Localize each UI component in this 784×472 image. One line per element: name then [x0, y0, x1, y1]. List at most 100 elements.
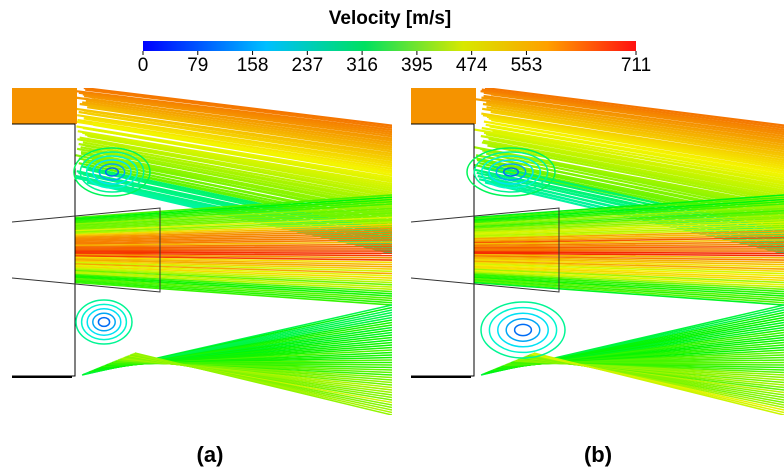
inlet-top — [411, 88, 476, 124]
streamline — [91, 158, 392, 224]
inlet-bottom — [12, 376, 72, 378]
vortex — [480, 301, 566, 359]
streamline — [488, 117, 784, 168]
vortex — [488, 306, 558, 354]
vortex — [73, 147, 151, 197]
panel-label: (a) — [197, 442, 224, 467]
vortex — [480, 155, 542, 189]
vortex — [85, 155, 139, 189]
inlet-bottom — [411, 376, 471, 378]
colorbar — [143, 41, 636, 51]
inlet-top — [12, 88, 77, 124]
vortex — [79, 151, 145, 193]
streamline — [482, 114, 784, 164]
vortex — [80, 303, 128, 341]
colorbar-title: Velocity [m/s] — [329, 8, 452, 29]
streamline — [83, 109, 392, 157]
streamline — [85, 115, 392, 166]
streamline — [76, 90, 392, 132]
streamline — [91, 98, 392, 142]
colorbar-tick-label: 79 — [187, 55, 208, 76]
vortex — [98, 163, 126, 181]
streamline — [87, 112, 392, 162]
streamline — [486, 106, 784, 153]
streamline — [87, 134, 392, 192]
streamline — [83, 117, 392, 168]
streamline — [83, 94, 392, 138]
streamline — [88, 166, 392, 235]
colorbar-tick-label: 474 — [456, 55, 488, 76]
streamline — [82, 141, 392, 201]
panel-label: (b) — [584, 442, 612, 467]
streamline — [481, 88, 784, 129]
vortex — [104, 167, 120, 177]
streamline — [85, 88, 392, 129]
vortex — [473, 151, 549, 193]
nozzle-outline — [12, 207, 161, 293]
vortex — [488, 159, 534, 185]
streamline — [86, 106, 392, 153]
streamline — [480, 90, 784, 131]
streamline — [533, 352, 784, 415]
streamline — [483, 94, 784, 138]
streamline — [490, 99, 784, 144]
colorbar-tick-label: 316 — [346, 55, 378, 76]
streamline — [93, 123, 392, 177]
streamline — [489, 125, 784, 179]
streamline — [92, 122, 392, 175]
streamline — [490, 104, 784, 151]
colorbar-tick-label: 0 — [138, 55, 149, 76]
colorbar-tick-label: 395 — [401, 55, 433, 76]
streamline — [481, 96, 784, 140]
vortex — [505, 318, 541, 342]
vortex — [466, 147, 556, 197]
streamline — [77, 118, 392, 171]
vortex — [495, 163, 527, 181]
streamline — [490, 93, 784, 136]
streamline — [486, 101, 784, 147]
streamline — [78, 91, 392, 134]
vortex — [502, 167, 520, 177]
streamline — [491, 165, 784, 233]
streamline — [485, 133, 784, 190]
streamline — [487, 136, 784, 194]
streamline — [486, 115, 784, 166]
streamline — [476, 157, 784, 222]
streamline — [492, 109, 784, 157]
streamline — [482, 139, 784, 198]
vortex — [92, 159, 132, 185]
streamline — [89, 104, 392, 151]
colorbar-tick-label: 237 — [291, 55, 323, 76]
streamline — [491, 118, 784, 170]
streamline — [483, 131, 784, 188]
step-wall — [12, 123, 76, 377]
streamline — [93, 139, 392, 198]
vortex — [497, 312, 549, 348]
streamline — [483, 160, 784, 227]
streamline — [488, 138, 784, 196]
vortex — [97, 316, 111, 328]
flow-panel — [411, 88, 784, 415]
vortex — [75, 299, 133, 345]
streamline — [492, 130, 784, 185]
streamline — [79, 136, 392, 194]
streamline — [490, 110, 784, 159]
streamline — [82, 93, 392, 136]
nozzle-outline — [411, 207, 560, 293]
streamline — [82, 131, 392, 188]
streamline — [85, 163, 392, 231]
streamline — [83, 88, 392, 127]
colorbar-tick-label: 158 — [237, 55, 269, 76]
vortex — [92, 312, 116, 332]
streamline — [492, 122, 784, 175]
streamline — [490, 142, 784, 203]
streamline — [481, 112, 784, 162]
flow-panel — [12, 88, 392, 415]
streamline — [481, 126, 784, 181]
colorbar-tick-label: 553 — [511, 55, 543, 76]
streamline — [84, 133, 392, 190]
vortex — [513, 323, 533, 337]
step-wall — [411, 123, 475, 377]
streamline — [134, 352, 392, 415]
